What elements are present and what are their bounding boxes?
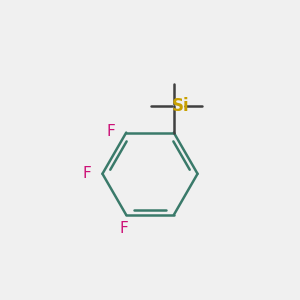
Text: F: F [119, 221, 128, 236]
Text: F: F [82, 166, 91, 181]
Text: F: F [106, 124, 115, 139]
Text: Si: Si [172, 97, 189, 115]
